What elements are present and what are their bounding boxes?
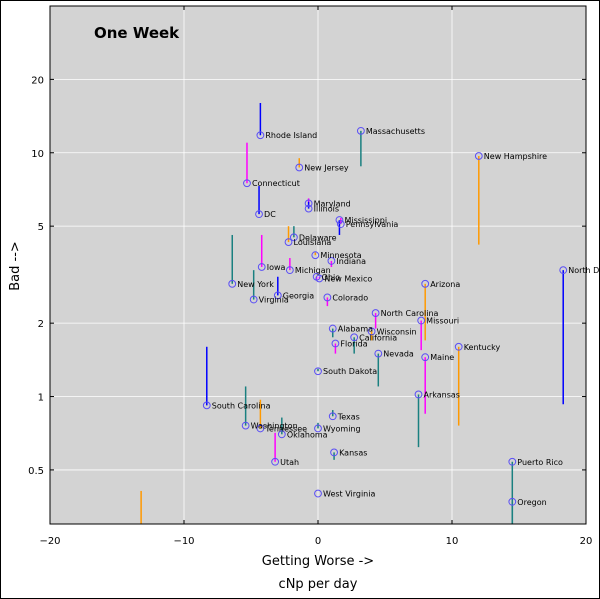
point-label: Oregon xyxy=(517,498,546,507)
x-tick-label: −20 xyxy=(39,536,60,547)
point-label: Oklahoma xyxy=(287,430,328,439)
point-label: Arkansas xyxy=(424,390,460,399)
y-tick-label: 5 xyxy=(38,222,44,233)
point-label: Louisiana xyxy=(294,238,332,247)
x-tick-label: 0 xyxy=(315,536,321,547)
point-label: Iowa xyxy=(267,263,286,272)
point-label: Colorado xyxy=(332,293,368,302)
point-label: DC xyxy=(264,210,276,219)
point-label: New York xyxy=(237,280,274,289)
point-label: New Mexico xyxy=(324,274,372,283)
point-label: Puerto Rico xyxy=(517,458,563,467)
point-label: South Dakota xyxy=(323,367,377,376)
x-axis-label: Getting Worse -> xyxy=(262,554,374,569)
point-label: Alabama xyxy=(338,325,373,334)
y-tick-label: 10 xyxy=(31,149,44,160)
y-tick-label: 2 xyxy=(38,319,44,330)
point-label: Nevada xyxy=(383,350,414,359)
x-tick-label: −10 xyxy=(173,536,194,547)
y-tick-label: 0.5 xyxy=(28,466,44,477)
point-label: Wyoming xyxy=(323,424,361,433)
y-tick-label: 20 xyxy=(31,75,44,86)
x-axis-unit-label: cNp per day xyxy=(279,577,358,592)
point-label: Missouri xyxy=(426,317,459,326)
point-label: Pennsylvania xyxy=(346,220,399,229)
point-label: Illinois xyxy=(314,205,339,214)
x-tick-label: 20 xyxy=(580,536,593,547)
chart: Rhode Island Massachusetts New Hampshire Co… xyxy=(0,0,600,599)
point-label: Utah xyxy=(280,458,299,467)
point-label: Rhode Island xyxy=(265,131,317,140)
point-label: Kansas xyxy=(339,448,367,457)
point-label: New Hampshire xyxy=(484,152,547,161)
point-label: South Carolina xyxy=(212,401,271,410)
point-label: Massachusetts xyxy=(366,127,425,136)
x-tick-label: 10 xyxy=(446,536,459,547)
point-label: Connecticut xyxy=(252,179,300,188)
point-label: Arizona xyxy=(430,280,460,289)
point-label: Florida xyxy=(340,340,367,349)
y-axis-label: Bad --> xyxy=(8,241,23,291)
point-label: Virginia xyxy=(259,296,289,305)
point-label: Texas xyxy=(337,412,360,421)
chart-title: One Week xyxy=(94,24,180,42)
y-tick-label: 1 xyxy=(38,393,44,404)
point-label: Indiana xyxy=(336,257,366,266)
point-label: Kentucky xyxy=(464,343,501,352)
point-label: North Dakota xyxy=(568,266,600,275)
point-label: Maine xyxy=(430,353,454,362)
point-label: West Virginia xyxy=(323,490,375,499)
point-label: New Jersey xyxy=(304,164,349,173)
